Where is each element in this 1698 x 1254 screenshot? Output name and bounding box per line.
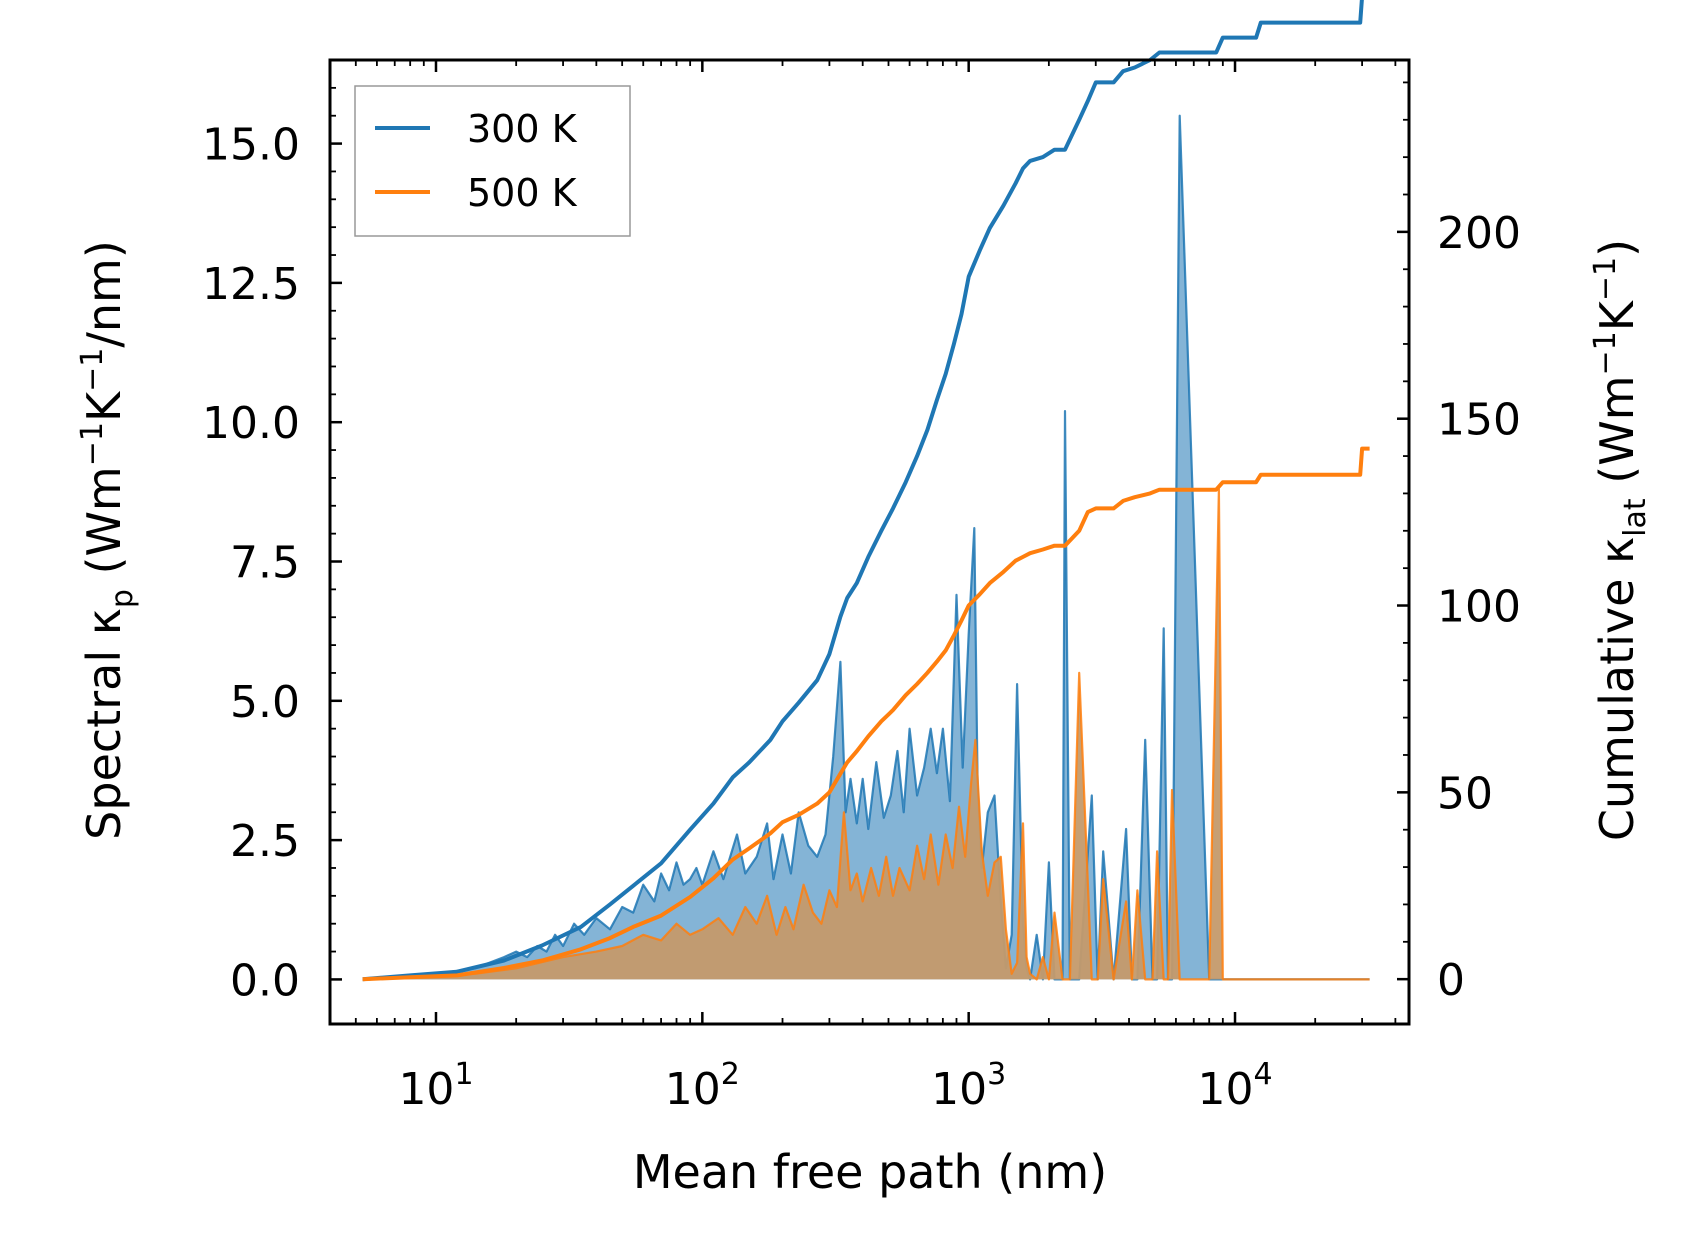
legend: 300 K 500 K — [354, 85, 631, 237]
x-tick-label: 101 — [398, 1057, 473, 1115]
x-tick-label-exp: 2 — [721, 1057, 740, 1092]
y-left-label-close: /nm) — [77, 240, 131, 347]
y-left-tick-label: 12.5 — [202, 259, 300, 310]
y-left-tick-label: 5.0 — [230, 677, 300, 728]
x-tick-label: 104 — [1197, 1057, 1272, 1115]
x-tick-label-base: 10 — [931, 1064, 987, 1115]
y-left-label-unit: (Wm — [77, 466, 131, 589]
spectral-line-500k — [362, 488, 1370, 981]
x-tick-label-exp: 1 — [454, 1057, 473, 1092]
legend-label-500k: 500 K — [467, 171, 578, 215]
y-left-tick-label: 7.5 — [230, 538, 300, 589]
x-tick-label: 103 — [931, 1057, 1006, 1115]
y-left-label-sub: p — [105, 589, 140, 608]
cumulative-line-500k — [362, 446, 1370, 982]
y-right-label-mid: K — [1590, 299, 1644, 331]
y-right-tick-label: 100 — [1437, 582, 1521, 633]
y-right-tick-label: 200 — [1437, 208, 1521, 259]
y-right-tick-label: 150 — [1437, 395, 1521, 446]
x-tick-label: 102 — [665, 1057, 740, 1115]
y-right-label-close: ) — [1590, 239, 1644, 257]
y-left-label-main: Spectral κ — [77, 608, 131, 840]
y-right-label-unit: (Wm — [1590, 375, 1644, 498]
legend-box — [354, 85, 631, 237]
y-right-label-sub: lat — [1618, 498, 1653, 537]
y-left-label-exp1: −1 — [75, 422, 110, 466]
y-left-tick-label: 15.0 — [202, 120, 300, 171]
x-tick-label-base: 10 — [1197, 1064, 1253, 1115]
x-tick-label-base: 10 — [665, 1064, 721, 1115]
y-right-tick-label: 50 — [1437, 768, 1493, 819]
legend-label-300k: 300 K — [467, 107, 578, 151]
x-axis-label: Mean free path (nm) — [633, 1145, 1107, 1199]
plot-area — [362, 0, 1370, 982]
y-axis-right-label: Cumulative κlat (Wm−1K−1) — [1588, 239, 1653, 841]
cumulative-line-300k — [362, 0, 1364, 982]
y-left-tick-label: 0.0 — [230, 955, 300, 1006]
x-tick-label-exp: 4 — [1253, 1057, 1272, 1092]
y-right-label-exp1: −1 — [1588, 331, 1623, 375]
y-right-label-exp2: −1 — [1588, 257, 1623, 301]
x-tick-label-base: 10 — [398, 1064, 454, 1115]
y-left-tick-label: 2.5 — [230, 816, 300, 867]
axes-frame — [328, 58, 1411, 1026]
y-left-label-mid: K — [77, 390, 131, 422]
y-axis-left-label: Spectral κp (Wm−1K−1/nm) — [75, 240, 140, 840]
y-left-label-exp2: −1 — [75, 348, 110, 392]
y-right-label-main: Cumulative κ — [1590, 537, 1644, 841]
y-left-tick-label: 10.0 — [202, 398, 300, 449]
y-right-tick-label: 0 — [1437, 955, 1465, 1006]
x-tick-label-exp: 3 — [987, 1057, 1006, 1092]
